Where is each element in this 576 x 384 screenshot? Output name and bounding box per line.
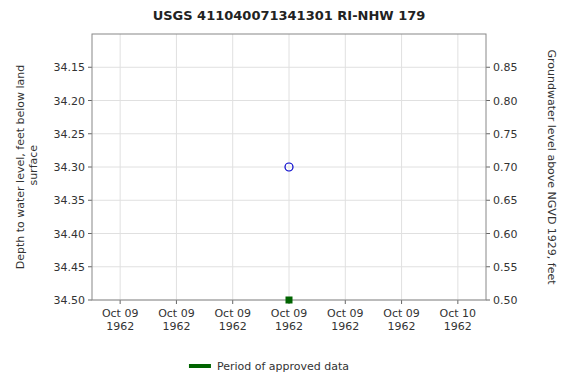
grid-line — [232, 34, 233, 300]
tick-label: 34.45 — [54, 261, 86, 274]
point — [286, 297, 292, 303]
tick-label: 0.65 — [493, 194, 518, 207]
grid-line — [120, 34, 121, 300]
tick-label: 34.15 — [54, 61, 86, 74]
tick-mark — [486, 67, 490, 68]
grid-line — [289, 34, 290, 300]
tick-label: 0.85 — [493, 61, 518, 74]
tick-label: Oct 091962 — [214, 307, 251, 333]
tick-label: 34.50 — [54, 294, 86, 307]
data — [285, 163, 293, 303]
tick-mark — [176, 300, 177, 304]
tick-mark — [401, 300, 402, 304]
tick-mark — [457, 300, 458, 304]
tick-label: 34.40 — [54, 228, 86, 241]
tick-mark — [345, 300, 346, 304]
tick-mark — [120, 300, 121, 304]
tick-mark — [486, 100, 490, 101]
tick-mark — [88, 233, 92, 234]
grid-line — [176, 34, 177, 300]
tick-label: 34.35 — [54, 194, 86, 207]
tick-label: 34.25 — [54, 128, 86, 141]
axis-label: Depth to water level, feet below land su… — [14, 65, 40, 270]
grid-line — [345, 34, 346, 300]
title: USGS 411040071341301 RI-NHW 179 — [153, 8, 426, 23]
tick-label: 0.60 — [493, 228, 518, 241]
tick-mark — [486, 233, 490, 234]
grid — [92, 34, 486, 300]
tick-label: Oct 101962 — [440, 307, 477, 333]
tick-mark — [486, 200, 490, 201]
legend-swatch — [189, 364, 211, 368]
legend: Period of approved data — [189, 360, 349, 373]
tick-label: 0.80 — [493, 95, 518, 108]
tick-label: 0.75 — [493, 128, 518, 141]
tick-mark — [486, 167, 490, 168]
plot-frame — [92, 34, 486, 300]
tick-label: 34.20 — [54, 95, 86, 108]
tick-label: Oct 091962 — [327, 307, 364, 333]
tick-mark — [88, 200, 92, 201]
chart: 34.15 34.20 34.25 34.30 34.35 34.40 34.45 34.50… — [0, 0, 576, 384]
legend-label: Period of approved data — [217, 360, 349, 373]
tick-mark — [88, 67, 92, 68]
tick-label: Oct 091962 — [158, 307, 195, 333]
grid-line — [401, 34, 402, 300]
tick-mark — [88, 100, 92, 101]
tick-mark — [232, 300, 233, 304]
grid-line — [457, 34, 458, 300]
tick-label: Oct 091962 — [102, 307, 139, 333]
axes: 34.15 34.20 34.25 34.30 34.35 34.40 34.45 34.50… — [54, 34, 518, 333]
tick-mark — [88, 300, 92, 301]
tick-mark — [486, 266, 490, 267]
tick-label: Oct 091962 — [271, 307, 308, 333]
tick-mark — [486, 133, 490, 134]
tick-label: 0.70 — [493, 161, 518, 174]
axis-label: Groundwater level above NGVD 1929, feet — [545, 49, 558, 285]
tick-mark — [88, 266, 92, 267]
tick-mark — [88, 133, 92, 134]
tick-label: 0.50 — [493, 294, 518, 307]
tick-label: 0.55 — [493, 261, 518, 274]
point — [285, 163, 293, 171]
tick-mark — [88, 167, 92, 168]
tick-label: Oct 091962 — [383, 307, 420, 333]
tick-mark — [486, 300, 490, 301]
plot-area — [92, 34, 486, 300]
tick-label: 34.30 — [54, 161, 86, 174]
